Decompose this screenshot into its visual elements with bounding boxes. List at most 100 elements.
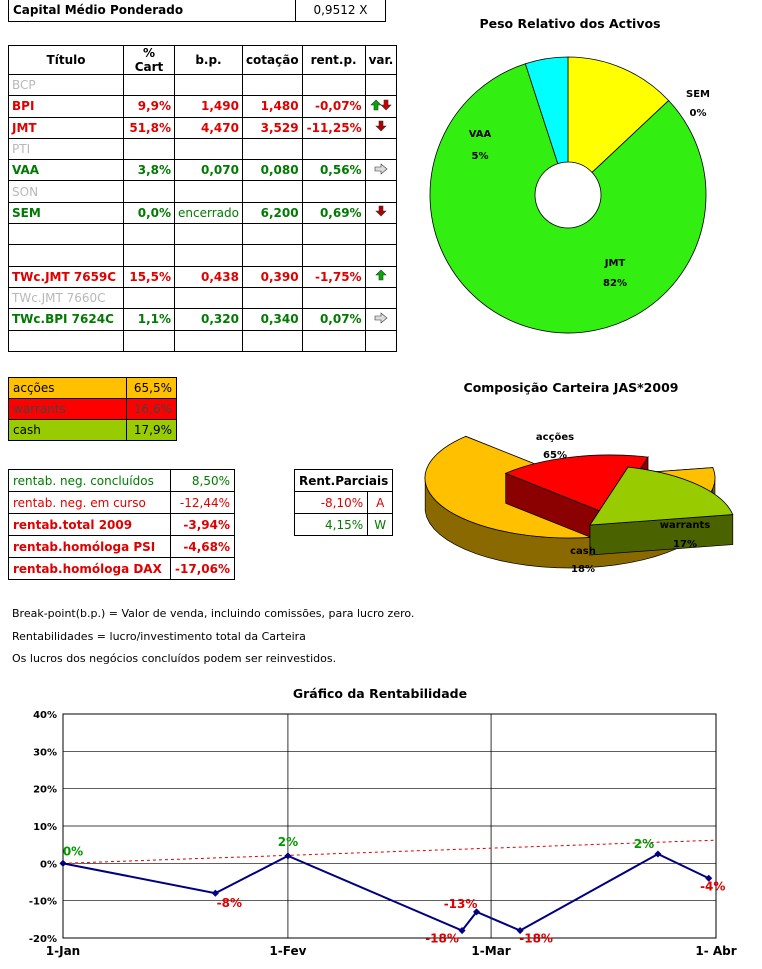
doughnut-slice-jmt (429, 63, 707, 334)
cell-cot: 0,340 (241, 308, 303, 331)
pie3d-label-acções: acções (536, 432, 574, 443)
var-indicator (364, 180, 398, 203)
data-label: -18% (519, 932, 553, 946)
cell-cart: 51,8% (123, 116, 175, 139)
cell-cart (123, 223, 175, 246)
cell-name: BPI (8, 95, 124, 118)
cell-rent (301, 73, 366, 97)
cell-rent (301, 329, 366, 352)
table-row: TWc.JMT 7659C 15,5% 0,438 0,390 -1,75% (8, 265, 398, 288)
y-tick-label: 30% (33, 747, 57, 758)
cell-name: TWc.JMT 7660C (8, 286, 124, 310)
doughnut-label-sem: SEM (686, 89, 710, 100)
arrow-down-icon (375, 120, 387, 132)
table-row (8, 329, 398, 352)
parciais-row: -8,10% A (293, 491, 394, 514)
trendline (62, 839, 717, 864)
table-row (8, 244, 398, 267)
parciais-value: -8,10% (293, 491, 369, 514)
rentab-value: -3,94% (170, 513, 235, 536)
cell-bp: 0,070 (174, 159, 243, 182)
cell-cot (241, 329, 303, 352)
rentab-row: rentab.total 2009 -3,94% (8, 513, 235, 536)
pie3d-value-acções: 65% (543, 450, 567, 461)
cell-name (8, 329, 124, 352)
col-cart: % Cart (123, 45, 175, 75)
cell-bp (174, 73, 243, 97)
allocation-label: acções (8, 377, 127, 399)
table-row: SON (8, 180, 398, 203)
var-indicator (364, 95, 398, 118)
line-title: Gráfico da Rentabilidade (292, 686, 468, 701)
cell-cot (241, 73, 303, 97)
cell-bp: 4,470 (174, 116, 243, 139)
line-chart: -20% -10% 0% 10% 20% 30% 40% 1-Jan 1-Fev 1-Mar 1- … (29, 710, 737, 958)
series-line (62, 852, 710, 932)
parciais-value: 4,15% (293, 513, 369, 536)
cell-cart (123, 180, 175, 203)
cell-rent (301, 244, 366, 267)
allocation-row: warrants 16,6% (8, 398, 177, 420)
rentab-row: rentab.homóloga PSI -4,68% (8, 535, 235, 558)
var-indicator (364, 73, 398, 97)
cell-rent (301, 223, 366, 246)
holdings-table: Título % Cart b.p. cotação rent.p. var. … (8, 45, 398, 352)
x-tick-label: 1-Jan (46, 944, 80, 958)
data-label: -4% (700, 879, 725, 893)
rentab-value: -4,68% (170, 535, 235, 558)
doughnut-value-jmt: 82% (603, 278, 627, 289)
allocation-row: acções 65,5% (8, 377, 177, 399)
doughnut-value-vaa: 5% (472, 151, 489, 162)
cell-bp (174, 180, 243, 203)
allocation-table: acções 65,5% warrants 16,6% cash 17,9% (8, 377, 177, 441)
parciais-table: Rent.Parciais -8,10% A 4,15% W (293, 469, 394, 536)
cell-bp (174, 244, 243, 267)
data-point (705, 874, 713, 882)
x-tick-label: 1- Abr (695, 944, 736, 958)
arrow-down-icon (375, 206, 387, 217)
data-point (458, 926, 466, 935)
pie3d-chart: acções 65% warrants 17% cash 18% (424, 432, 734, 575)
plot-frame (62, 713, 717, 939)
rentab-table: rentab. neg. concluídos 8,50% rentab. neg.… (8, 469, 235, 580)
parciais-letter: W (367, 513, 394, 536)
allocation-label: cash (8, 419, 127, 441)
data-label: 2% (278, 835, 298, 849)
cell-cart: 0,0% (123, 201, 175, 225)
pie3d-label-cash: cash (570, 546, 596, 557)
data-label: 0% (63, 844, 83, 858)
var-indicator (364, 137, 398, 161)
allocation-label: warrants (8, 398, 127, 420)
cell-cot (241, 244, 303, 267)
doughnut-label-vaa: VAA (469, 129, 492, 140)
cell-rent (301, 137, 366, 161)
table-row: BCP (8, 73, 398, 97)
rentab-label: rentab.homóloga PSI (8, 535, 171, 558)
cell-cot (241, 223, 303, 246)
pie3d-value-warrants: 17% (673, 539, 697, 550)
cell-rent: 0,56% (301, 159, 366, 182)
data-label: 2% (634, 837, 654, 851)
cell-name: PTI (8, 137, 124, 161)
cell-cart (123, 73, 175, 97)
doughnut-title: Peso Relativo dos Activos (479, 16, 661, 31)
cell-cot: 3,529 (241, 116, 303, 139)
rentab-row: rentab. neg. em curso -12,44% (8, 491, 235, 514)
cell-bp: 0,438 (174, 265, 243, 288)
cell-name: SEM (8, 201, 124, 225)
rentab-label: rentab. neg. concluídos (8, 469, 171, 492)
capital-label: Capital Médio Ponderado (9, 0, 296, 21)
table-row: BPI 9,9% 1,490 1,480 -0,07% (8, 95, 398, 118)
parciais-header: Rent.Parciais (293, 469, 394, 492)
allocation-value: 17,9% (126, 419, 177, 441)
data-label: -18% (425, 932, 459, 946)
rentab-row: rentab. neg. concluídos 8,50% (8, 469, 235, 492)
table-row (8, 223, 398, 246)
rentab-value: -12,44% (170, 491, 235, 514)
table-row: TWc.JMT 7660C (8, 286, 398, 310)
cell-cot: 6,200 (241, 201, 303, 225)
cell-bp: 1,490 (174, 95, 243, 118)
allocation-row: cash 17,9% (8, 419, 177, 441)
table-row: PTI (8, 137, 398, 161)
table-row: JMT 51,8% 4,470 3,529 -11,25% (8, 116, 398, 139)
